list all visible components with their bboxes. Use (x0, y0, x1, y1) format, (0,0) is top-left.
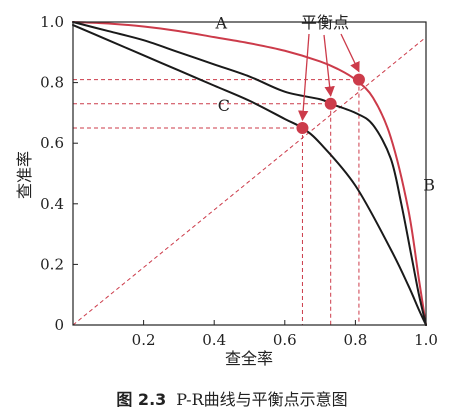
annotation-arrow-C (297, 33, 310, 122)
break-even-point-B (324, 97, 337, 110)
break-even-points (296, 73, 365, 135)
curve-labels: A B C (214, 13, 435, 194)
curve-label-B: B (423, 176, 435, 195)
annotation-arrow-B (323, 34, 335, 97)
break-even-annotation: 平衡点 (297, 13, 360, 122)
y-tick-label: 0.4 (40, 195, 64, 213)
axis-ticks: 0.2 0.4 0.6 0.8 1.0 0 0.2 0.4 0.6 0.8 1.0 (40, 13, 438, 349)
curve-label-C: C (218, 96, 230, 115)
x-tick-label: 1.0 (414, 331, 438, 349)
caption-text: P-R曲线与平衡点示意图 (176, 390, 348, 409)
figure-caption: 图 2.3 P-R曲线与平衡点示意图 (0, 386, 464, 410)
y-tick-label: 0.2 (40, 255, 64, 273)
break-even-point-A (352, 73, 365, 86)
curve-C (72, 24, 427, 326)
x-axis-title: 查全率 (225, 349, 273, 368)
curve-label-A: A (214, 13, 227, 32)
y-tick-label: 0.8 (40, 74, 64, 92)
y-tick-label: 0 (54, 316, 64, 334)
annotation-arrow-A (340, 33, 360, 73)
x-tick-label: 0.8 (343, 331, 367, 349)
reference-lines (72, 36, 427, 326)
plot-frame (72, 21, 427, 326)
y-tick-label: 0.6 (40, 134, 64, 152)
annotation-label: 平衡点 (301, 13, 349, 32)
curve-B (72, 21, 427, 326)
pr-curve-chart: 0.2 0.4 0.6 0.8 1.000.20.40.60.81.0 ABC 平衡点 … (15, 13, 438, 368)
y-tick-label: 1.0 (40, 13, 64, 31)
caption-number: 图 2.3 (116, 390, 167, 409)
y-axis-title: 查准率 (15, 151, 34, 199)
diagonal-line (72, 36, 427, 326)
x-tick-label: 0.6 (273, 331, 297, 349)
series-layer (72, 21, 427, 326)
x-tick-label: 0.2 (132, 331, 156, 349)
x-tick-label: 0.4 (202, 331, 226, 349)
break-even-point-C (296, 122, 309, 135)
curve-A (72, 21, 427, 326)
